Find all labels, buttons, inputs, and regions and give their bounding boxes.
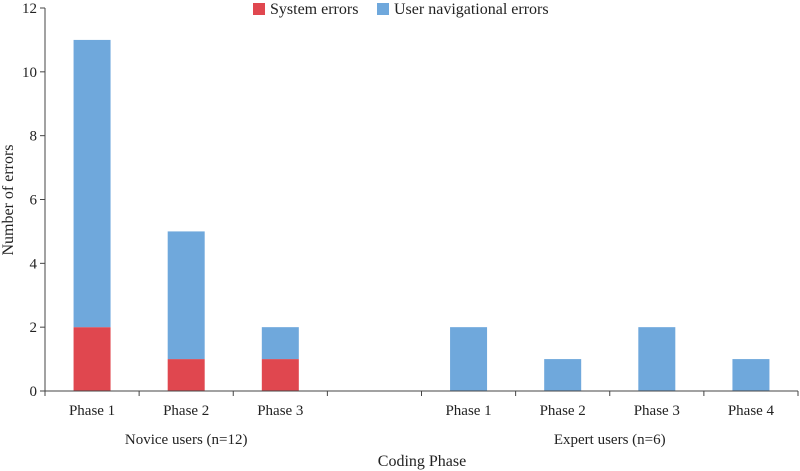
y-axis-ticks: 0 2 4 6 8 10 12: [22, 1, 45, 400]
bar-user-navigational-errors-0: [73, 39, 111, 328]
bar-system-errors-1: [167, 359, 205, 391]
y-tick-label: 0: [30, 384, 38, 400]
y-tick-label: 4: [30, 256, 38, 272]
x-tick-label: Phase 3: [634, 403, 680, 419]
legend-label-system-errors: System errors: [270, 1, 358, 18]
bars: [73, 39, 770, 391]
x-tick-label: Phase 3: [257, 403, 303, 419]
x-tick-label: Phase 4: [728, 403, 775, 419]
bar-user-navigational-errors-6: [638, 327, 676, 391]
group-label: Novice users (n=12): [125, 432, 248, 448]
x-tick-label: Phase 1: [69, 403, 115, 419]
group-label: Expert users (n=6): [554, 432, 666, 448]
bar-user-navigational-errors-5: [544, 359, 582, 391]
bar-system-errors-0: [73, 327, 111, 391]
x-axis-ticks: Phase 1 Phase 2 Phase 3 Phase 1 Phase 2 Phase…: [44, 391, 799, 419]
legend: System errors User navigational errors: [253, 1, 549, 18]
y-tick-label: 8: [30, 129, 38, 145]
x-tick-label: Phase 2: [540, 403, 586, 419]
legend-swatch-system-errors: [253, 3, 265, 15]
bar-user-navigational-errors-4: [450, 327, 488, 391]
bar-system-errors-2: [261, 359, 299, 391]
x-tick-label: Phase 1: [445, 403, 491, 419]
bar-user-navigational-errors-7: [732, 359, 770, 391]
legend-label-user-navigational-errors: User navigational errors: [394, 1, 549, 18]
bar-user-navigational-errors-2: [261, 327, 299, 360]
axes: [44, 8, 798, 392]
y-tick-label: 12: [22, 1, 37, 17]
legend-swatch-user-navigational-errors: [377, 3, 389, 15]
x-tick-label: Phase 2: [163, 403, 209, 419]
y-tick-label: 6: [30, 193, 38, 209]
y-tick-label: 2: [30, 320, 38, 336]
y-axis-title: Number of errors: [0, 144, 17, 255]
group-labels: Novice users (n=12) Expert users (n=6): [125, 432, 666, 448]
bar-user-navigational-errors-1: [167, 231, 205, 360]
x-axis-title: Coding Phase: [378, 453, 466, 470]
y-tick-label: 10: [22, 65, 37, 81]
